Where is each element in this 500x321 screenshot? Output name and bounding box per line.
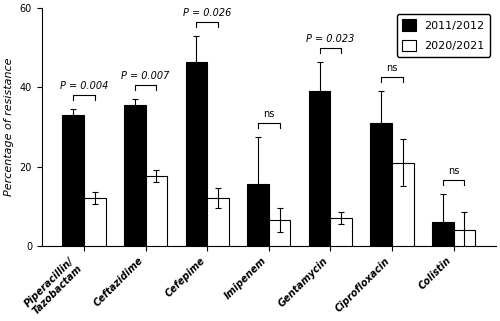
Bar <box>84 198 106 246</box>
Y-axis label: Percentage of resistance: Percentage of resistance <box>4 58 14 196</box>
Bar <box>269 220 290 246</box>
Text: ns: ns <box>386 64 398 74</box>
Bar <box>146 177 167 246</box>
Text: P = 0.026: P = 0.026 <box>183 8 232 18</box>
Text: ns: ns <box>263 109 274 119</box>
Text: ns: ns <box>448 166 460 177</box>
Bar <box>330 218 352 246</box>
Bar <box>309 91 330 246</box>
Bar <box>432 222 454 246</box>
Text: P = 0.023: P = 0.023 <box>306 34 354 44</box>
Bar <box>62 115 84 246</box>
Bar <box>186 62 207 246</box>
Bar <box>392 162 413 246</box>
Bar <box>370 123 392 246</box>
Text: P = 0.004: P = 0.004 <box>60 81 108 91</box>
Bar <box>207 198 229 246</box>
Legend: 2011/2012, 2020/2021: 2011/2012, 2020/2021 <box>396 14 490 56</box>
Bar <box>124 105 146 246</box>
Text: P = 0.007: P = 0.007 <box>122 71 170 82</box>
Bar <box>454 230 475 246</box>
Bar <box>248 184 269 246</box>
